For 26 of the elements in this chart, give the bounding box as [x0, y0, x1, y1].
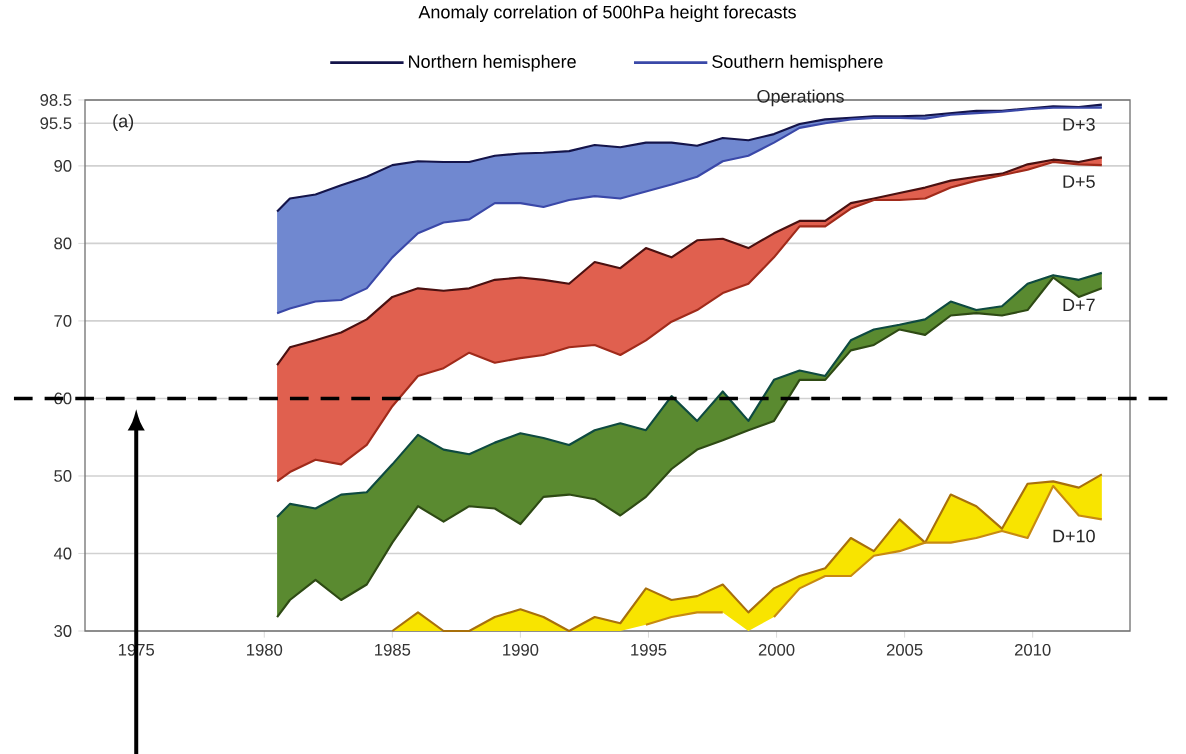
y-tick-label: 98.5 [40, 94, 72, 106]
x-tick-label: 2010 [1014, 643, 1051, 656]
y-tick-label: 40 [53, 547, 72, 560]
y-tick-label: 30 [54, 625, 72, 637]
x-tick-label: 1980 [247, 643, 283, 656]
y-tick-label: 80 [54, 237, 72, 250]
x-tick-label: 1990 [503, 643, 539, 656]
annotation: D+5 [1063, 175, 1095, 188]
y-tick-label: 50 [54, 470, 72, 482]
x-tick-label: 2000 [758, 643, 795, 656]
legend-label: Southern hemisphere [712, 54, 883, 72]
legend-label: Northern hemisphere [409, 54, 576, 72]
line-series [276, 156, 1103, 367]
y-tick-label: 90 [54, 159, 72, 172]
annotation: D+3 [1063, 118, 1095, 131]
y-tick-label: 70 [54, 315, 72, 327]
annotation: Operations [757, 89, 844, 107]
x-tick-label: 2005 [886, 643, 923, 656]
y-tick-label: 95.5 [40, 117, 72, 130]
line-series [276, 271, 1103, 519]
x-tick-label: 1995 [631, 643, 667, 656]
annotation: (a) [113, 114, 134, 131]
chart-title: Anomaly correlation of 500hPa height forecasts [418, 5, 796, 23]
annotation: D+7 [1063, 298, 1095, 312]
annotation: D+10 [1053, 529, 1095, 543]
x-tick-label: 1985 [375, 643, 411, 656]
